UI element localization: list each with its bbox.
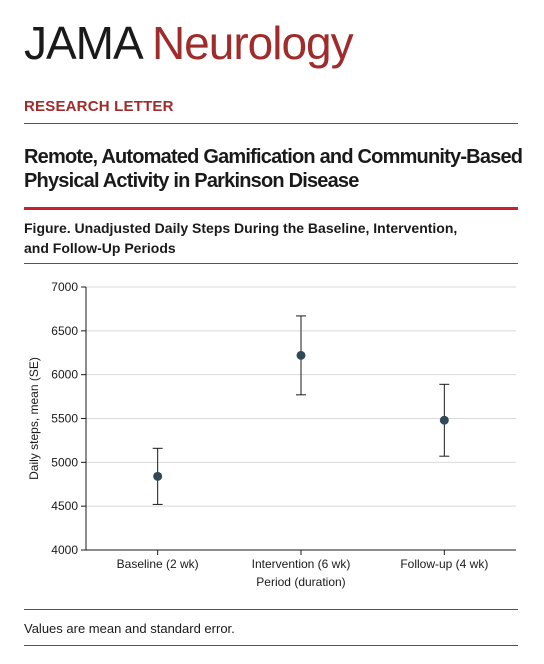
y-axis-title: Daily steps, mean (SE) bbox=[27, 357, 41, 480]
article-title: Remote, Automated Gamification and Commu… bbox=[24, 145, 524, 193]
x-tick-label: Baseline (2 wk) bbox=[117, 557, 199, 571]
x-tick-label: Intervention (6 wk) bbox=[252, 557, 351, 571]
figure-top-bar bbox=[24, 207, 518, 210]
x-axis-title: Period (duration) bbox=[256, 575, 345, 589]
data-point bbox=[439, 415, 449, 425]
journal-logo: JAMA Neurology bbox=[24, 17, 354, 69]
note-divider-top bbox=[24, 609, 518, 610]
data-point bbox=[296, 350, 306, 360]
clipped-text-line: ​ bbox=[24, 196, 518, 202]
y-tick-label: 6000 bbox=[51, 368, 78, 382]
section-divider bbox=[24, 123, 518, 124]
x-tick-label: Follow-up (4 wk) bbox=[400, 557, 488, 571]
y-tick-label: 4500 bbox=[51, 499, 78, 513]
y-tick-label: 4000 bbox=[51, 543, 78, 557]
y-tick-label: 5000 bbox=[51, 455, 78, 469]
figure-caption-line-2: and Follow-Up Periods bbox=[24, 240, 176, 256]
journal-name-neurology: Neurology bbox=[151, 17, 354, 69]
y-tick-label: 7000 bbox=[51, 280, 78, 294]
y-tick-label: 6500 bbox=[51, 324, 78, 338]
daily-steps-chart: 4000 4500 5000 5500 6000 6500 7000 Baseline (2 … bbox=[27, 280, 516, 589]
figure-note: Values are mean and standard error. bbox=[24, 621, 235, 636]
article-title-line-2: Physical Activity in Parkinson Disease bbox=[24, 170, 359, 192]
y-tick-label: 5500 bbox=[51, 412, 78, 426]
journal-name-jama: JAMA bbox=[24, 17, 141, 69]
data-point bbox=[153, 471, 163, 481]
note-divider-bottom bbox=[24, 645, 518, 646]
figure-caption: Figure. Unadjusted Daily Steps During th… bbox=[24, 218, 504, 258]
caption-divider bbox=[24, 263, 518, 264]
figure-caption-line-1: Figure. Unadjusted Daily Steps During th… bbox=[24, 220, 458, 236]
section-label: RESEARCH LETTER bbox=[24, 98, 174, 115]
article-title-line-1: Remote, Automated Gamification and Commu… bbox=[24, 146, 523, 168]
